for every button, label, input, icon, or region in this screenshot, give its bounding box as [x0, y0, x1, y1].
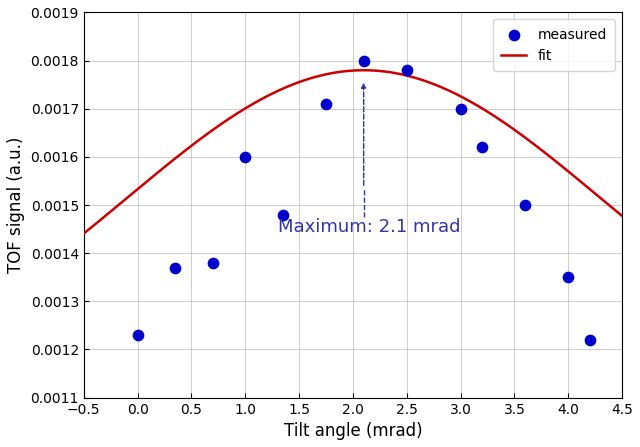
Y-axis label: TOF signal (a.u.): TOF signal (a.u.)	[7, 137, 25, 273]
measured	[585, 336, 595, 343]
fit	[372, 68, 380, 73]
Legend: measured, fit: measured, fit	[493, 19, 615, 71]
measured	[456, 105, 466, 112]
X-axis label: Tilt angle (mrad): Tilt angle (mrad)	[284, 422, 422, 440]
measured	[520, 202, 531, 209]
fit	[522, 135, 530, 141]
measured	[208, 259, 218, 266]
fit	[80, 231, 88, 236]
fit	[618, 213, 626, 219]
measured	[402, 67, 412, 74]
measured	[132, 332, 143, 339]
measured	[321, 101, 331, 108]
fit	[335, 69, 343, 75]
fit	[359, 67, 367, 73]
fit	[607, 203, 614, 209]
fit	[339, 69, 346, 74]
fit	[401, 72, 409, 78]
measured	[477, 143, 487, 151]
measured	[278, 211, 288, 218]
measured	[563, 274, 573, 281]
measured	[240, 153, 250, 160]
measured	[170, 264, 180, 271]
Text: Maximum: 2.1 mrad: Maximum: 2.1 mrad	[278, 218, 460, 236]
measured	[358, 57, 369, 64]
Line: fit: fit	[84, 70, 622, 234]
